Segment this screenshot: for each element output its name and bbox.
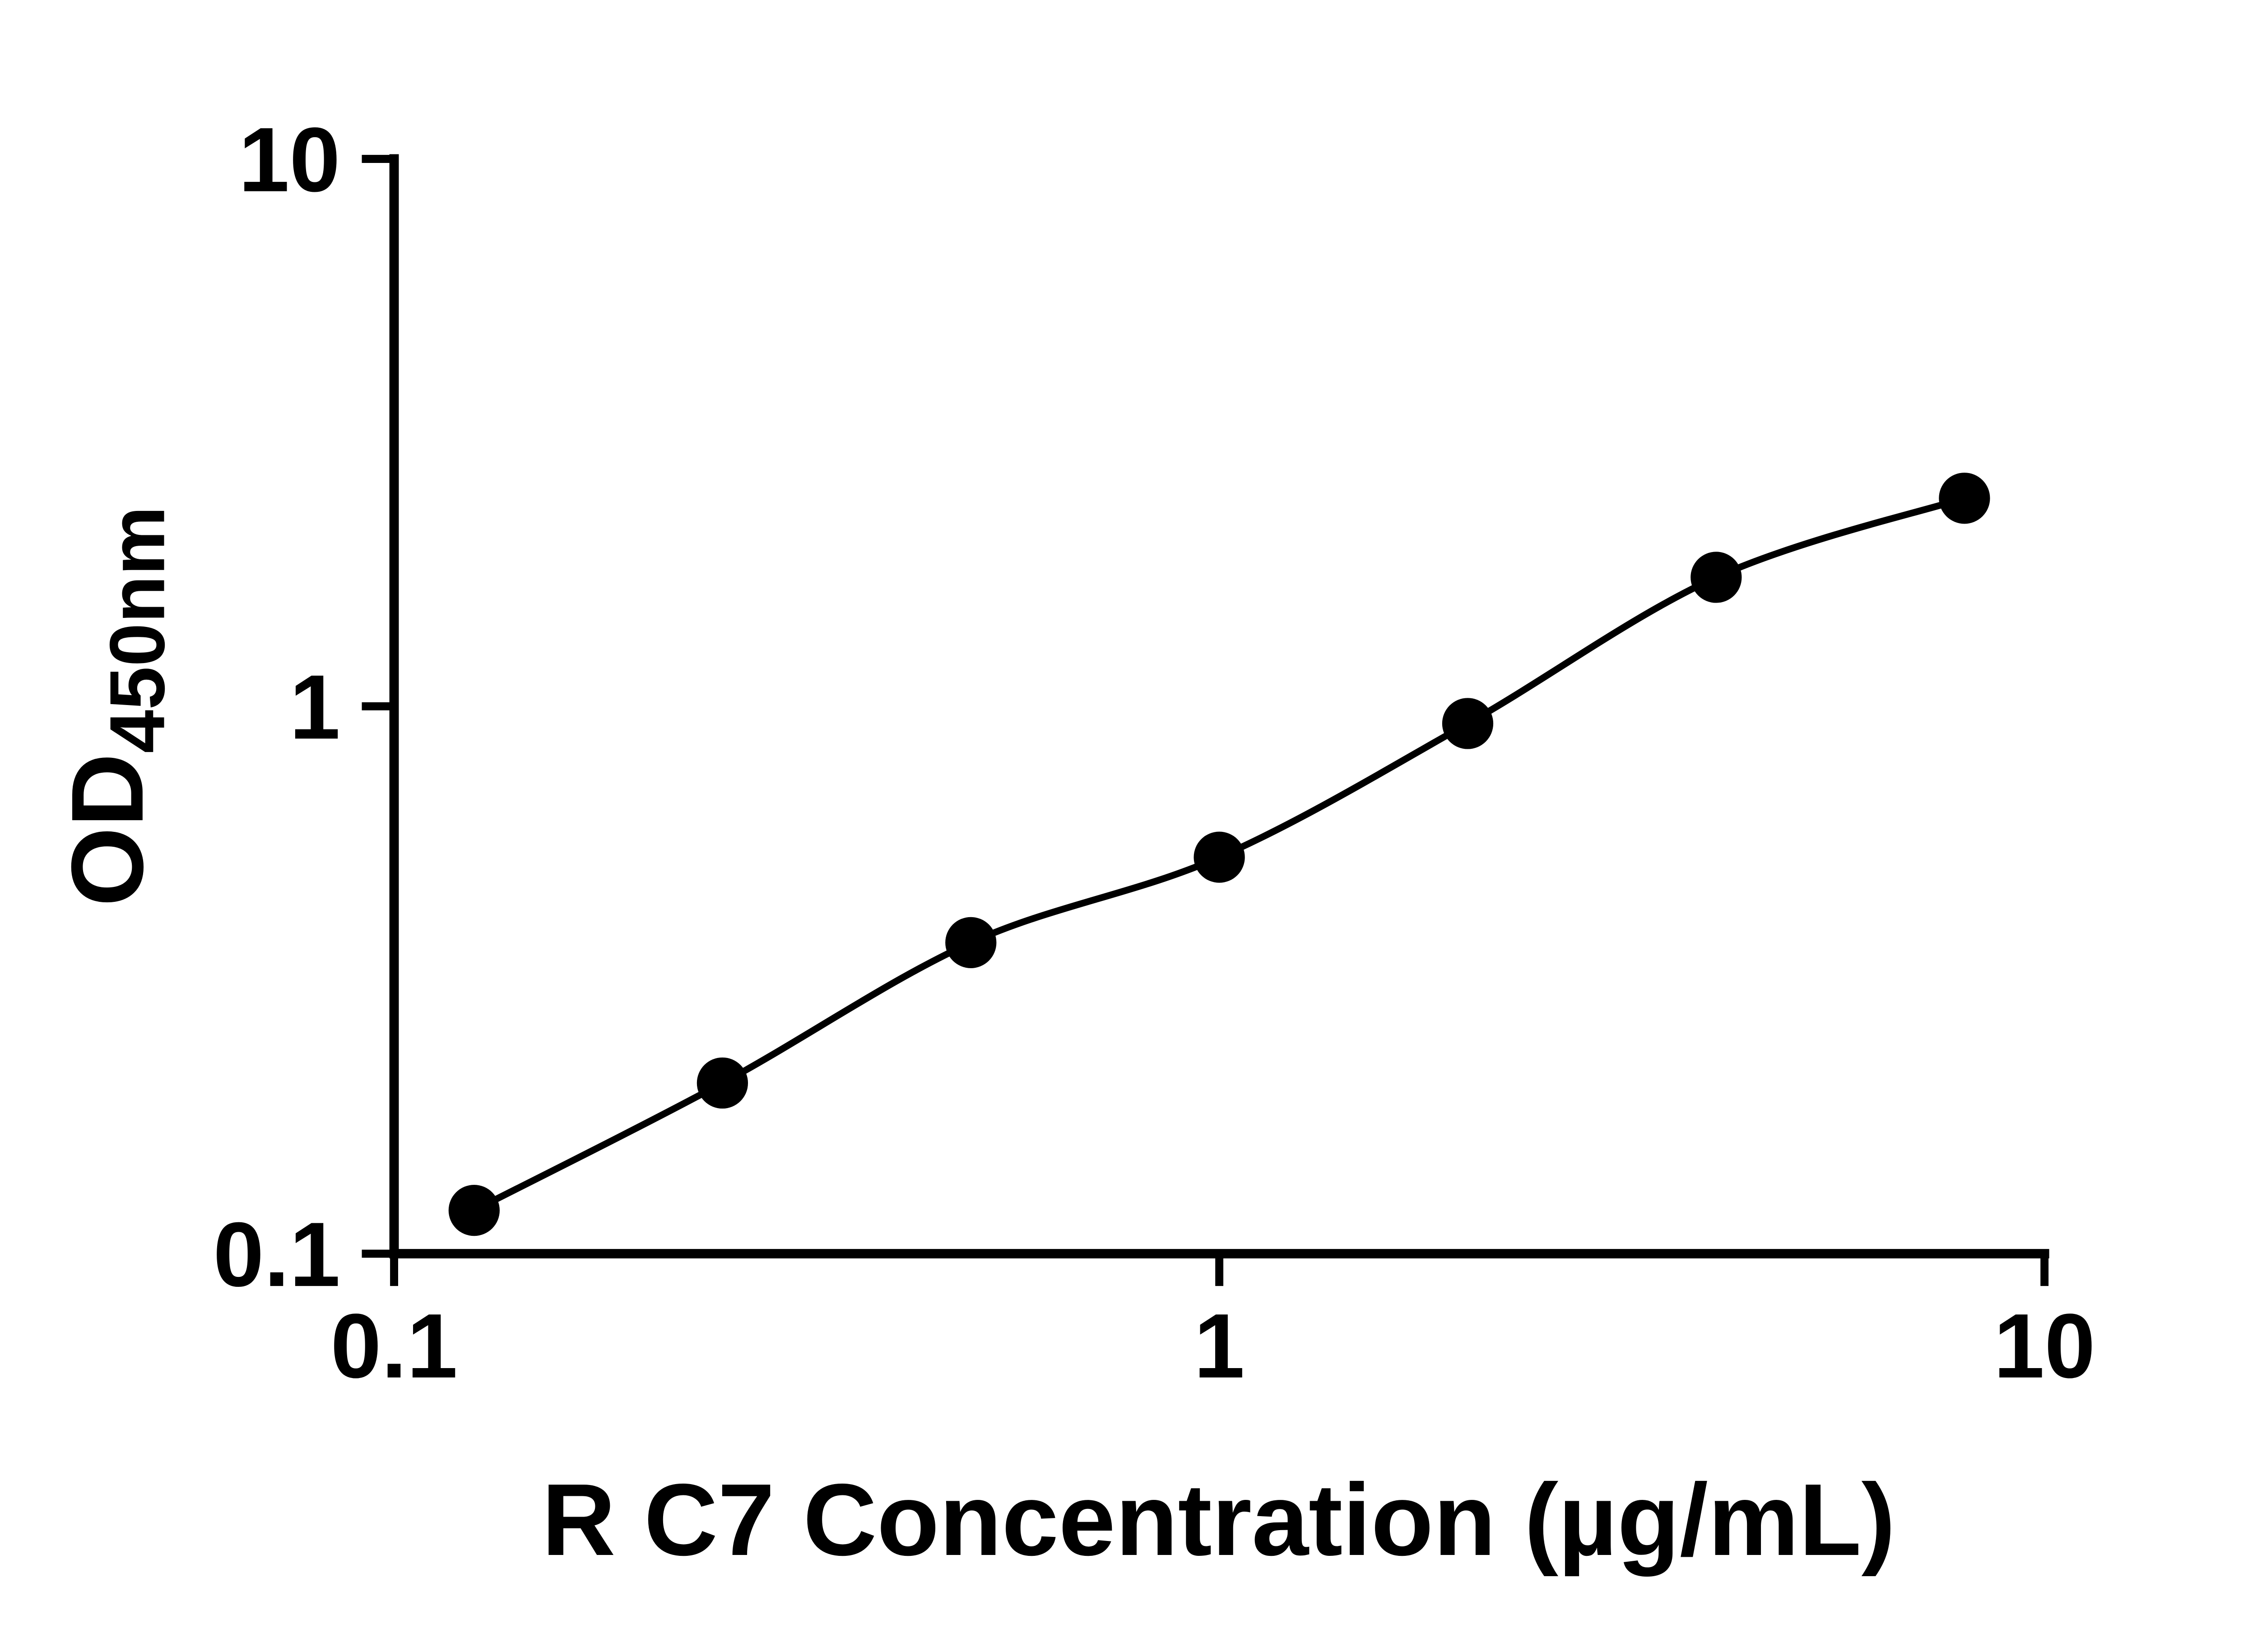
data-point	[945, 917, 997, 968]
y-axis-title-subscript: 450nm	[94, 506, 181, 753]
data-point	[1442, 698, 1494, 749]
x-axis-title: R C7 Concentration (µg/mL)	[542, 1462, 1895, 1577]
data-point	[1690, 552, 1742, 603]
y-axis-tick-label: 0.1	[213, 1203, 340, 1305]
data-point	[448, 1184, 500, 1236]
data-point	[1194, 831, 1245, 883]
y-axis-title-main: OD	[50, 753, 164, 907]
x-axis-tick-label: 1	[1194, 1295, 1245, 1397]
x-axis-tick-label: 10	[1994, 1295, 2095, 1397]
y-axis-tick-label: 10	[238, 109, 340, 211]
data-point	[697, 1057, 748, 1109]
data-point	[1939, 473, 1990, 524]
y-axis-title: OD450nm	[50, 506, 181, 906]
axis-frame	[389, 154, 2049, 1258]
x-axis-tick-label: 0.1	[330, 1295, 458, 1397]
plot-area: 0.1 1 10 10 1 0.1	[213, 109, 2095, 1397]
y-axis-tick-label: 1	[289, 656, 340, 758]
